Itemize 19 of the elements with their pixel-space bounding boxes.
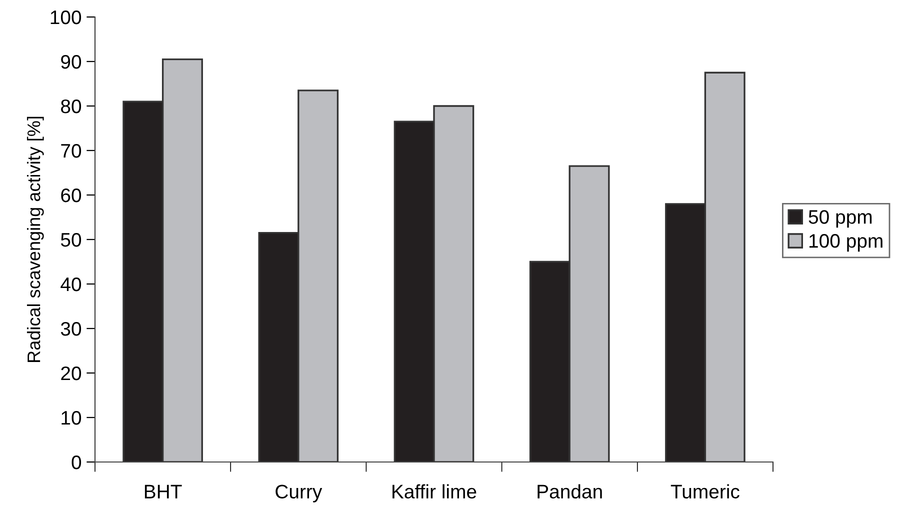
y-tick-label: 90 [61, 54, 82, 69]
y-tick-label: 0 [72, 455, 82, 470]
y-tick-label: 60 [61, 188, 82, 202]
y-tick-label: 20 [61, 366, 82, 380]
x-tick-label: BHT [144, 484, 182, 498]
y-axis-title: Radical scavenging activity [%] [26, 116, 44, 362]
y-tick-label: 100 [50, 10, 82, 24]
y-tick-label: 80 [61, 99, 82, 114]
legend-label: 50 ppm [808, 210, 872, 228]
x-tick-label: Pandan [538, 484, 602, 499]
x-tick-label: Curry [276, 484, 322, 502]
y-tick-label: 10 [62, 410, 82, 425]
x-tick-label: Kaffir lime [392, 484, 476, 499]
legend-label: 100 ppm [809, 234, 882, 252]
y-tick-label: 50 [60, 232, 82, 247]
x-tick-label: Tumeric [670, 484, 740, 499]
y-tick-label: 40 [60, 277, 82, 292]
y-tick-label: 70 [61, 144, 82, 158]
y-tick-label: 30 [60, 322, 82, 336]
